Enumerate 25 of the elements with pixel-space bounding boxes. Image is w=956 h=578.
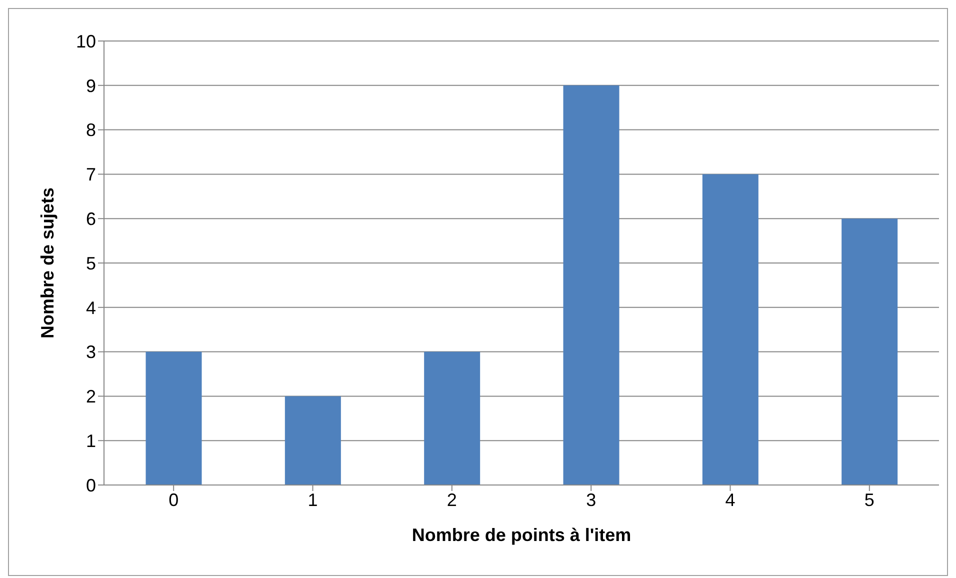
bar: [702, 174, 758, 485]
y-tick-label: 5: [86, 253, 96, 274]
x-tick-label: 0: [168, 490, 179, 510]
x-tick-label: 3: [586, 490, 596, 510]
bar: [284, 396, 341, 485]
y-tick-label: 7: [86, 164, 96, 185]
x-tick-label: 1: [308, 490, 318, 510]
y-axis-title: Nombre de sujets: [37, 187, 58, 339]
x-tick-label: 5: [864, 490, 874, 510]
bar: [146, 352, 202, 485]
y-tick-label: 8: [86, 120, 96, 140]
x-axis-title: Nombre de points à l'item: [412, 525, 632, 545]
y-tick-label: 4: [86, 298, 96, 318]
y-tick-label: 3: [86, 342, 96, 362]
y-tick-label: 6: [86, 208, 96, 229]
x-tick-label: 2: [446, 490, 457, 510]
y-tick-label: 1: [86, 430, 96, 451]
x-tick-label: 4: [725, 490, 736, 510]
y-tick-label: 0: [86, 475, 96, 496]
y-tick-label: 9: [86, 76, 96, 96]
y-tick-label: 10: [76, 31, 96, 52]
y-tick-label: 2: [86, 386, 96, 407]
bar: [424, 352, 480, 485]
bar: [842, 218, 898, 485]
bar: [563, 85, 620, 485]
